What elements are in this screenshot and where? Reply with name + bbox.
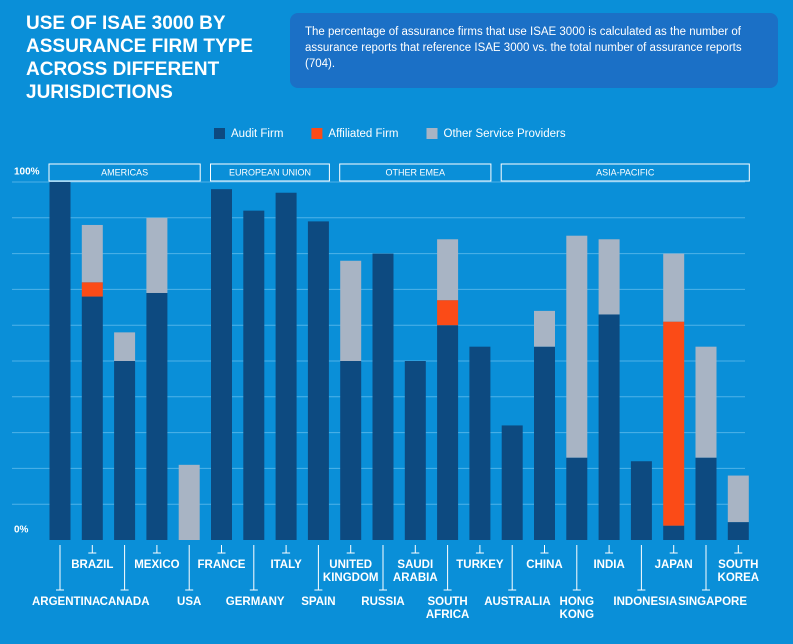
bar-segment <box>663 525 685 540</box>
legend-swatch <box>426 128 438 139</box>
bar-segment <box>372 253 394 540</box>
region-box <box>339 163 492 182</box>
bar-segment <box>211 189 232 540</box>
bar-segment <box>340 260 362 361</box>
bar-segment <box>146 292 168 540</box>
bar-segment <box>404 361 426 540</box>
x-tick-label: SAUDI ARABIA <box>392 559 438 584</box>
bar-segment <box>727 522 749 540</box>
x-tick-label: UNITED KINGDOM <box>322 559 379 584</box>
x-tick-label: JAPAN <box>654 559 693 571</box>
region-label: EUROPEAN UNION <box>229 167 311 177</box>
x-tick-label: MEXICO <box>134 559 180 571</box>
bar-segment <box>534 310 555 347</box>
bar-segment <box>81 224 103 283</box>
region-box <box>500 163 750 182</box>
bar-segment <box>598 239 620 315</box>
region-label: AMERICAS <box>101 167 148 177</box>
bar-segment <box>598 314 620 540</box>
x-tick-label: ARGENTINA <box>32 596 101 608</box>
bar-segment <box>695 457 717 540</box>
x-tick-label: INDONESIA <box>613 596 678 608</box>
bar-segment <box>727 475 749 523</box>
bar-segment <box>275 192 297 541</box>
x-tick-label: USA <box>177 596 202 608</box>
bar-segment <box>501 425 523 540</box>
bar-segment <box>630 461 652 540</box>
x-tick-label: TURKEY <box>456 559 504 571</box>
bar-segment <box>146 217 168 293</box>
region-box <box>48 163 201 182</box>
bar-segment <box>534 346 555 540</box>
bar-segment <box>81 296 103 540</box>
x-tick-label: AUSTRALIA <box>484 596 551 608</box>
legend-label: Other Service Providers <box>444 128 566 140</box>
bar-segment <box>437 325 459 540</box>
x-tick-label: RUSSIA <box>361 596 405 608</box>
bar-segment <box>307 221 329 540</box>
description: The percentage of assurance firms that u… <box>290 13 778 88</box>
x-tick-label: FRANCE <box>197 559 246 571</box>
bar-segment <box>437 239 459 301</box>
bar-segment <box>566 235 588 458</box>
y-tick-label: 0% <box>14 525 29 536</box>
x-tick-label: CANADA <box>99 596 150 608</box>
bar-segment <box>566 457 588 540</box>
legend-swatch <box>214 128 225 139</box>
legend-label: Audit Firm <box>231 128 283 140</box>
x-tick-label: BRAZIL <box>71 559 114 571</box>
legend-label: Affiliated Firm <box>328 128 398 140</box>
bar-segment <box>81 282 103 297</box>
bar-segment <box>437 300 459 326</box>
x-tick-label: GERMANY <box>225 596 285 608</box>
bar-segment <box>114 332 136 361</box>
x-tick-label: INDIA <box>593 559 625 571</box>
x-tick-label: SOUTH KOREA <box>717 559 760 584</box>
bar-segment <box>663 253 685 322</box>
x-tick-label: SOUTH AFRICA <box>425 596 470 621</box>
bar-segment <box>114 361 136 540</box>
region-box <box>210 163 330 182</box>
bar-segment <box>695 346 717 458</box>
region-label: OTHER EMEA <box>386 167 446 177</box>
x-tick-label: SPAIN <box>301 596 336 608</box>
chart-title: USE OF ISAE 3000 BY ASSURANCE FIRM TYPE … <box>26 13 253 103</box>
x-tick-label: HONG KONG <box>559 596 595 621</box>
x-tick-label: SINGAPORE <box>678 596 748 608</box>
y-tick-label: 100% <box>14 167 40 178</box>
bar-segment <box>243 210 265 540</box>
bar-segment <box>469 346 491 540</box>
legend-swatch <box>311 128 323 139</box>
bar-segment <box>663 321 685 526</box>
bar-segment <box>178 464 200 540</box>
bar-segment <box>340 361 362 540</box>
x-tick-label: CHINA <box>526 559 563 571</box>
region-label: ASIA-PACIFIC <box>596 167 655 177</box>
x-tick-label: ITALY <box>270 559 302 571</box>
bar-segment <box>49 182 71 540</box>
